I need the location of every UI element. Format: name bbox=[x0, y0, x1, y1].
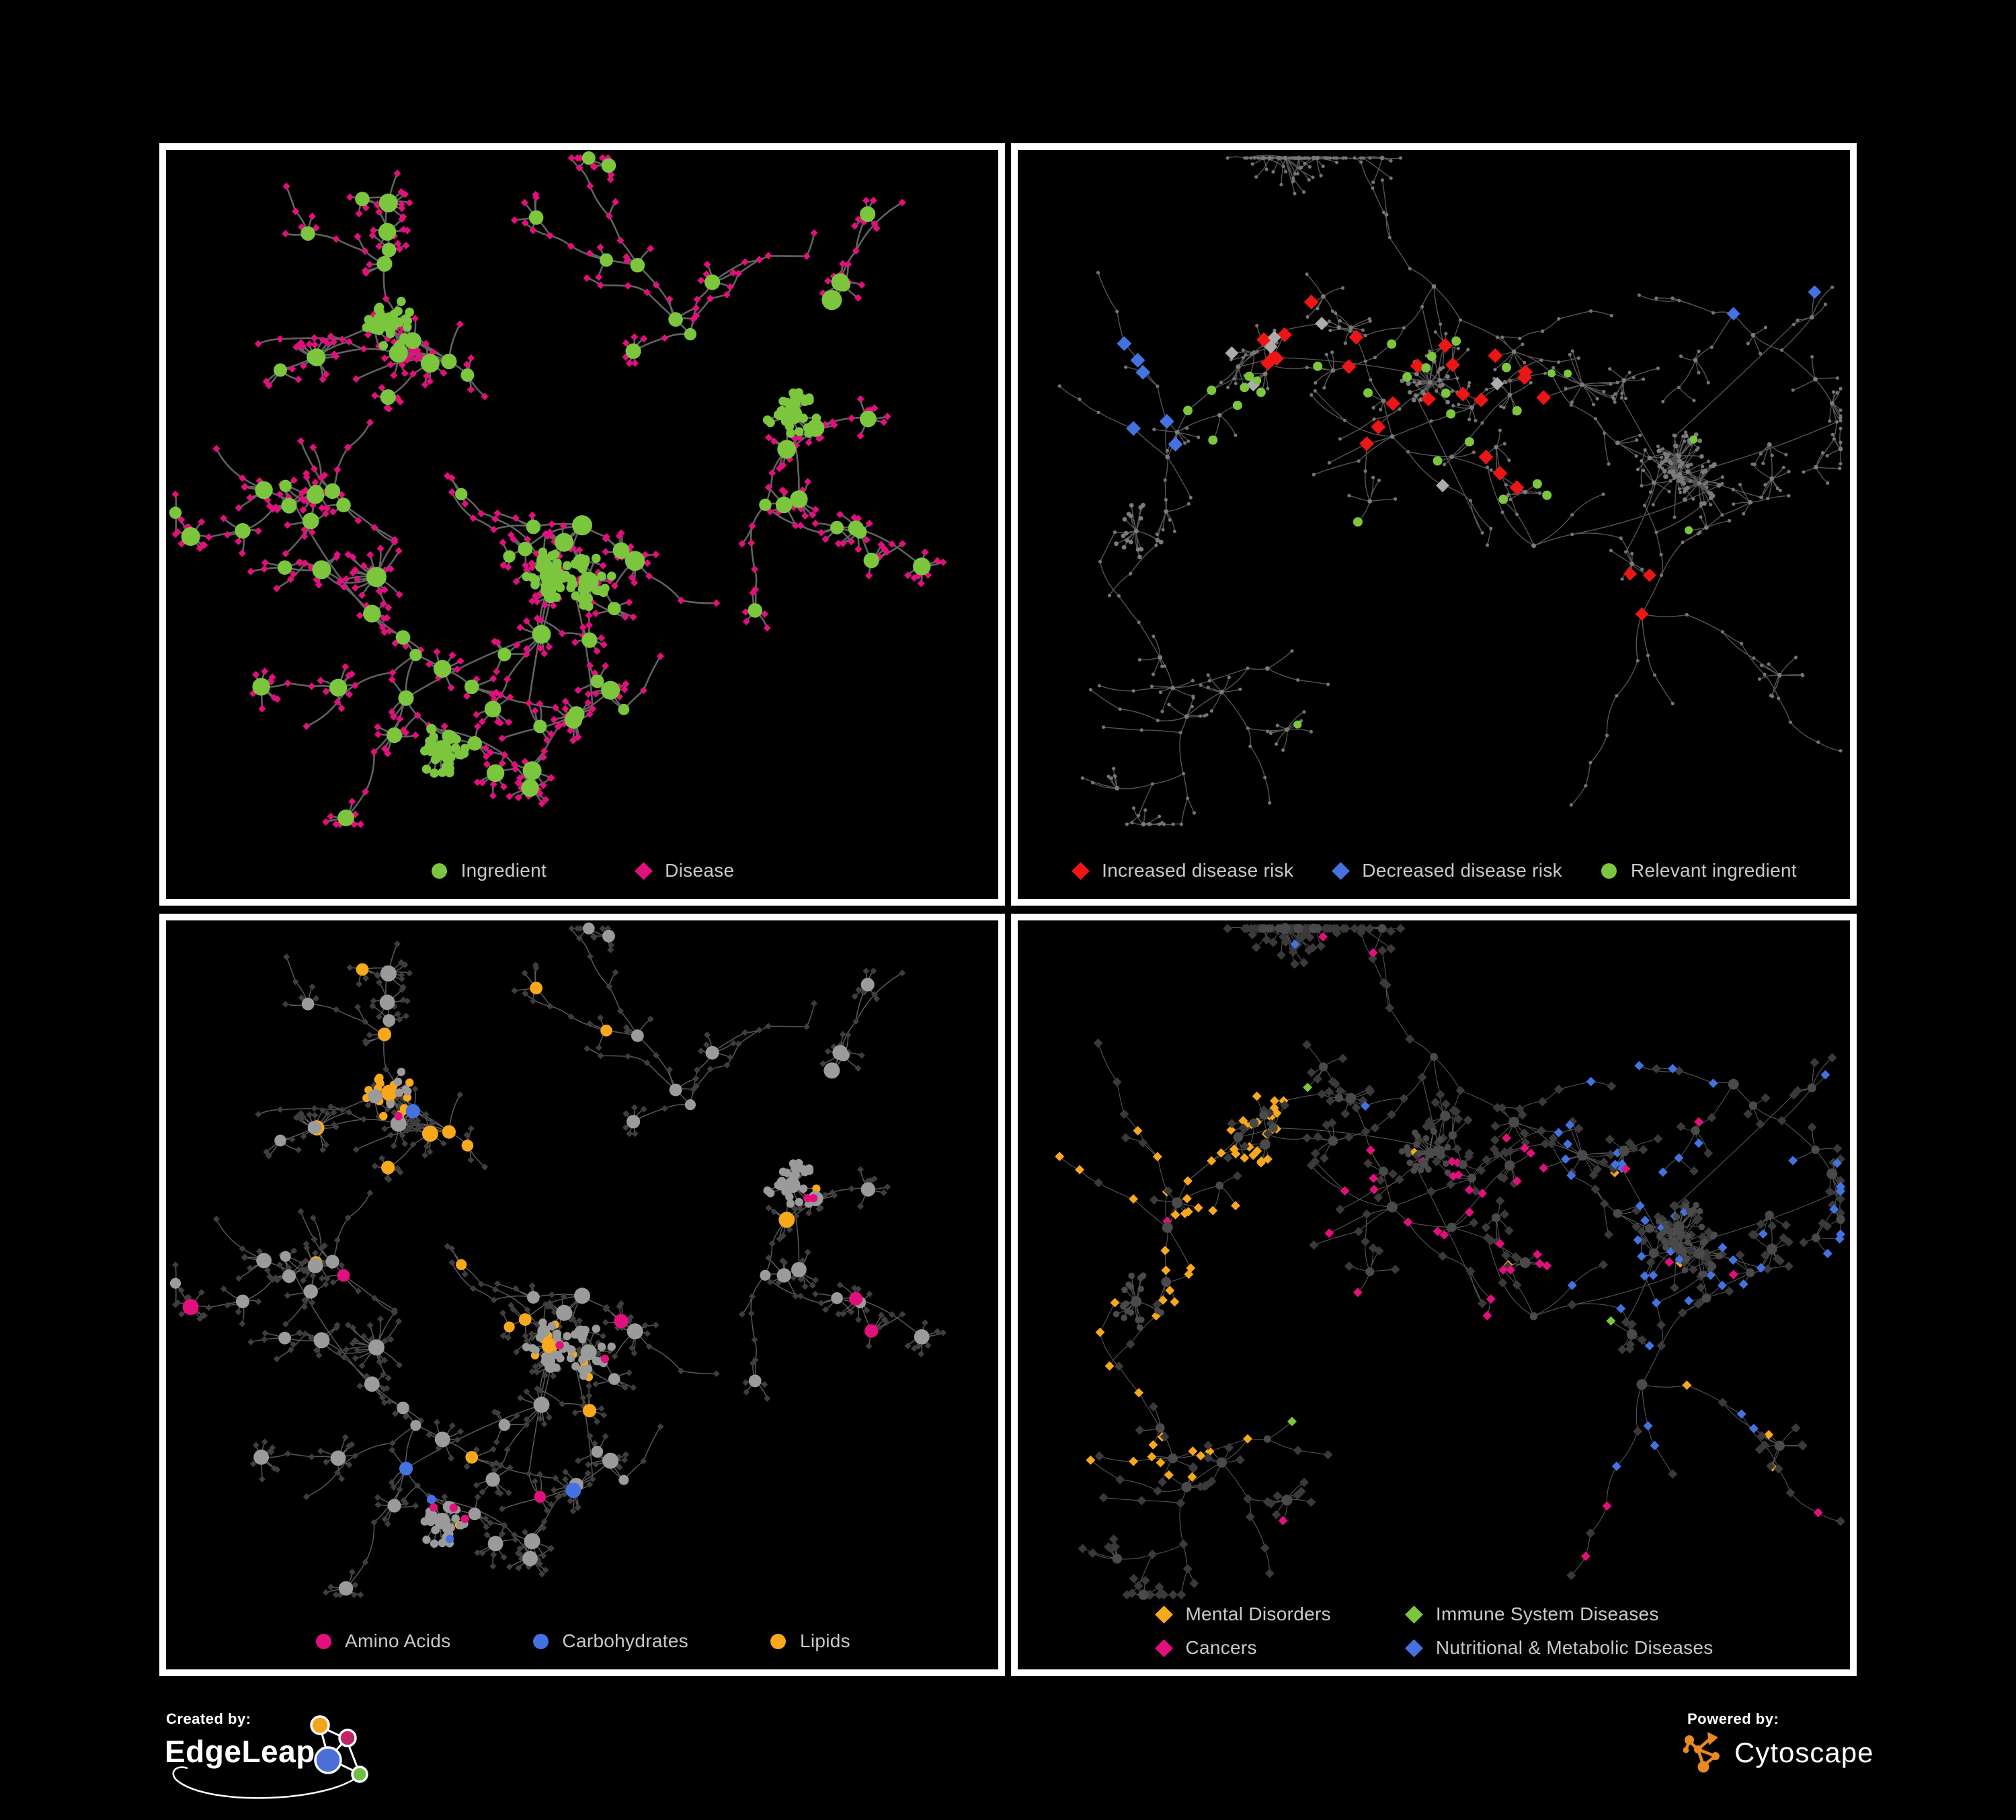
legend-label: Amino Acids bbox=[345, 1630, 451, 1651]
legend-disease-risk: Increased disease risk Decreased disease… bbox=[1018, 860, 1850, 881]
mental-disorders-diamond-icon bbox=[1154, 1605, 1173, 1624]
network-graph-disease-risk bbox=[1057, 155, 1843, 827]
edgeleap-logo-icon bbox=[172, 1715, 368, 1799]
relevant-ingredient-circle-icon bbox=[1600, 861, 1619, 880]
network-graph-ingredient-disease bbox=[169, 151, 947, 828]
legend-label: Disease bbox=[665, 860, 735, 881]
legend-item: Relevant ingredient bbox=[1600, 860, 1797, 881]
legend-marker bbox=[532, 1633, 549, 1649]
legend-marker bbox=[432, 863, 448, 879]
legend-marker bbox=[770, 1633, 787, 1649]
cytoscape-credit: Powered by: bbox=[1683, 1710, 1992, 1805]
nutritional-metabolic-diamond-icon bbox=[1405, 1638, 1424, 1657]
legend-item: Lipids bbox=[769, 1630, 850, 1652]
legend-label: Mental Disorders bbox=[1185, 1604, 1331, 1624]
legend-disease-categories: Mental Disorders Immune System Diseases … bbox=[1018, 1604, 1850, 1659]
lipids-circle-icon bbox=[769, 1632, 788, 1651]
created-by-label: Created by: bbox=[166, 1710, 251, 1727]
increased-risk-diamond-icon bbox=[1071, 861, 1090, 880]
cytoscape-logo-row: Cytoscape bbox=[1683, 1728, 1992, 1778]
legend-item: Cancers bbox=[1154, 1637, 1330, 1659]
legend-label: Cancers bbox=[1185, 1637, 1257, 1658]
network-graph-disease-categories bbox=[1055, 923, 1845, 1600]
edgeleap-wordmark: EdgeLeap bbox=[165, 1734, 315, 1769]
legend-marker bbox=[1405, 1638, 1424, 1657]
legend-item: Disease bbox=[634, 860, 734, 881]
legend-item: Ingredient bbox=[430, 860, 547, 881]
legend-label: Lipids bbox=[799, 1630, 850, 1651]
legend-marker bbox=[1155, 1605, 1173, 1624]
legend-item: Carbohydrates bbox=[531, 1630, 688, 1652]
legend-label: Ingredient bbox=[460, 860, 547, 881]
legend-marker bbox=[634, 861, 653, 880]
immune-diseases-diamond-icon bbox=[1405, 1605, 1424, 1624]
legend-marker bbox=[315, 1633, 331, 1649]
legend-item: Immune System Diseases bbox=[1405, 1604, 1713, 1625]
legend-label: Decreased disease risk bbox=[1362, 860, 1562, 881]
cytoscape-wordmark: Cytoscape bbox=[1734, 1737, 1874, 1768]
legend-marker bbox=[1405, 1605, 1424, 1624]
legend-ingredient-disease: Ingredient Disease bbox=[166, 860, 998, 881]
legend-marker bbox=[1331, 861, 1350, 880]
legend-macronutrients: Amino Acids Carbohydrates Lipids bbox=[166, 1630, 998, 1652]
panel-ingredient-disease: Ingredient Disease bbox=[159, 143, 1005, 906]
powered-by-label: Powered by: bbox=[1687, 1710, 1779, 1727]
legend-item: Mental Disorders bbox=[1154, 1604, 1331, 1625]
decreased-risk-diamond-icon bbox=[1331, 861, 1350, 880]
cytoscape-logo-icon bbox=[1683, 1732, 1720, 1773]
carbohydrates-circle-icon bbox=[531, 1632, 550, 1651]
edgeleap-credit: Created by: EdgeLeap bbox=[161, 1710, 403, 1818]
cancers-diamond-icon bbox=[1154, 1638, 1173, 1657]
legend-item: Decreased disease risk bbox=[1331, 860, 1562, 881]
legend-marker bbox=[1155, 1638, 1173, 1657]
network-graph-macronutrients bbox=[169, 922, 946, 1598]
legend-item: Increased disease risk bbox=[1071, 860, 1293, 881]
legend-item: Nutritional & Metabolic Diseases bbox=[1405, 1637, 1713, 1659]
amino-acids-circle-icon bbox=[314, 1632, 333, 1651]
panel-macronutrients: Amino Acids Carbohydrates Lipids bbox=[159, 914, 1005, 1676]
legend-marker bbox=[1601, 863, 1617, 879]
legend-label: Carbohydrates bbox=[562, 1630, 688, 1651]
legend-label: Relevant ingredient bbox=[1630, 860, 1797, 881]
legend-item: Amino Acids bbox=[314, 1630, 450, 1652]
panel-disease-risk: Increased disease risk Decreased disease… bbox=[1011, 143, 1857, 906]
legend-marker bbox=[1071, 861, 1090, 880]
legend-label: Nutritional & Metabolic Diseases bbox=[1435, 1637, 1713, 1658]
legend-label: Increased disease risk bbox=[1102, 860, 1294, 881]
ingredient-circle-icon bbox=[430, 861, 449, 880]
legend-label: Immune System Diseases bbox=[1435, 1604, 1659, 1624]
panel-disease-categories: Mental Disorders Immune System Diseases … bbox=[1011, 914, 1857, 1676]
disease-diamond-icon bbox=[634, 861, 653, 880]
